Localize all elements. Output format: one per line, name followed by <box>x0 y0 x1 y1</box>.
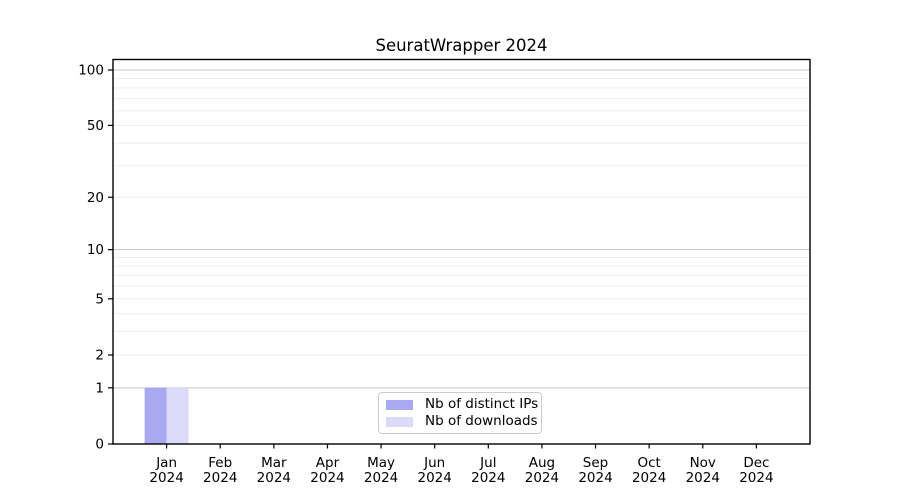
y-tick-label-0: 0 <box>95 437 104 453</box>
bar-distinct-ips-jan <box>144 387 167 444</box>
legend-entry-distinct-ips: Nb of distinct IPs <box>386 396 538 413</box>
x-tick-label-year-aug: 2024 <box>525 470 559 486</box>
y-tick-label-2: 2 <box>95 347 104 363</box>
x-tick-label-month-aug: Aug <box>529 455 555 471</box>
plot-border <box>112 58 811 445</box>
legend-label-downloads: Nb of downloads <box>425 413 538 429</box>
y-tick-label-5: 5 <box>95 291 104 307</box>
legend: Nb of distinct IPs Nb of downloads <box>378 392 542 434</box>
legend-entry-downloads: Nb of downloads <box>386 413 538 430</box>
x-tick-label-year-sep: 2024 <box>578 470 612 486</box>
x-tick-label-year-oct: 2024 <box>632 470 666 486</box>
x-tick-label-month-dec: Dec <box>743 455 769 471</box>
x-tick-label-year-dec: 2024 <box>739 470 773 486</box>
y-tick-label-50: 50 <box>87 118 104 134</box>
x-tick-label-month-mar: Mar <box>261 455 287 471</box>
bar-downloads-jan <box>166 387 189 444</box>
chart-title: SeuratWrapper 2024 <box>375 36 548 55</box>
x-tick-label-year-nov: 2024 <box>686 470 720 486</box>
x-tick-label-year-mar: 2024 <box>257 470 291 486</box>
x-tick-label-year-jun: 2024 <box>418 470 452 486</box>
legend-label-distinct-ips: Nb of distinct IPs <box>425 396 539 412</box>
x-tick-label-month-nov: Nov <box>690 455 716 471</box>
x-tick-label-month-feb: Feb <box>208 455 232 471</box>
x-tick-label-year-apr: 2024 <box>310 470 344 486</box>
legend-swatch-downloads <box>386 416 413 427</box>
x-tick-label-year-may: 2024 <box>364 470 398 486</box>
y-tick-label-100: 100 <box>78 63 104 79</box>
x-tick-label-month-may: May <box>367 455 395 471</box>
x-tick-label-year-jul: 2024 <box>471 470 505 486</box>
x-tick-label-month-jan: Jan <box>155 455 177 471</box>
legend-swatch-distinct-ips <box>386 399 413 410</box>
x-tick-label-month-sep: Sep <box>583 455 608 471</box>
x-tick-label-year-jan: 2024 <box>149 470 183 486</box>
x-tick-label-month-jun: Jun <box>423 455 445 471</box>
x-tick-label-month-apr: Apr <box>316 455 340 471</box>
x-tick-label-month-jul: Jul <box>479 455 496 471</box>
y-tick-label-1: 1 <box>95 380 104 396</box>
y-tick-label-10: 10 <box>87 242 104 258</box>
x-tick-label-month-oct: Oct <box>637 455 660 471</box>
x-tick-label-year-feb: 2024 <box>203 470 237 486</box>
y-tick-label-20: 20 <box>87 190 104 206</box>
